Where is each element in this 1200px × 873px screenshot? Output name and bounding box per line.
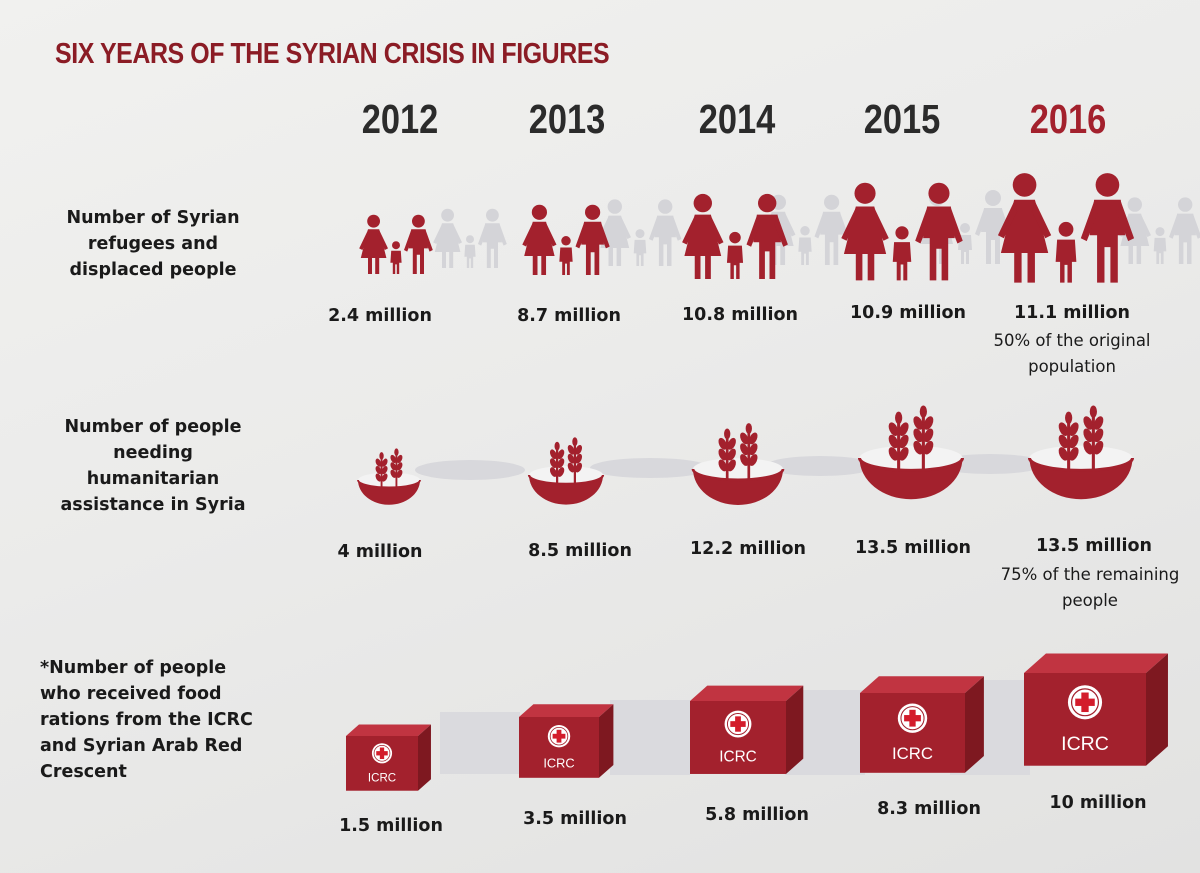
value-refugees-2014: 10.8 million [682, 305, 798, 325]
icrc-box-icon-2014: ICRC [689, 685, 804, 775]
year-2012: 2012 [361, 96, 439, 142]
row-label-food-rations: *Number of people who received food rati… [40, 658, 253, 782]
wheat-bowl-icon-2016 [1030, 405, 1133, 499]
value-food-2012: 1.5 million [339, 816, 443, 836]
icrc-box-label: ICRC [892, 744, 933, 763]
icrc-box-label: ICRC [719, 748, 757, 765]
value-food-2015: 8.3 million [877, 799, 981, 819]
wheat-bowl-icon-2015 [860, 405, 963, 499]
value-refugees-2016: 11.1 million [1014, 303, 1130, 323]
year-2016: 2016 [1029, 96, 1107, 142]
value-refugees-2015: 10.9 million [850, 303, 966, 323]
icrc-box-icon-2016: ICRC [1023, 652, 1169, 767]
note-humanitarian-2016: 75% of the remaining people [1000, 565, 1180, 610]
wheat-bowl-icon-2012 [358, 448, 420, 504]
icrc-box-icon-2015: ICRC [859, 675, 985, 774]
year-2014: 2014 [698, 96, 776, 142]
box-ghost-background [440, 680, 1030, 775]
icrc-box-label: ICRC [1061, 733, 1109, 755]
value-humanitarian-2013: 8.5 million [528, 541, 632, 561]
family-icon-2015 [841, 183, 962, 281]
value-humanitarian-2014: 12.2 million [690, 539, 806, 559]
value-refugees-2012: 2.4 million [328, 306, 432, 326]
row-label-humanitarian: Number of people needing humanitarian as… [60, 417, 246, 515]
value-refugees-2013: 8.7 million [517, 306, 621, 326]
value-humanitarian-2016: 13.5 million [1036, 536, 1152, 556]
family-icon-2014 [682, 194, 788, 279]
icrc-box-label: ICRC [543, 755, 574, 770]
year-2015: 2015 [863, 96, 941, 142]
family-icon-2016 [998, 173, 1134, 283]
row-label-refugees: Number of Syrian refugees and displaced … [66, 208, 240, 280]
icrc-box-icon-2013: ICRC [518, 703, 614, 779]
page-title: SIX YEARS OF THE SYRIAN CRISIS IN FIGURE… [55, 38, 610, 70]
value-humanitarian-2012: 4 million [337, 542, 423, 562]
icrc-box-icon-2012: ICRC [345, 724, 432, 792]
value-humanitarian-2015: 13.5 million [855, 538, 971, 558]
value-food-2014: 5.8 million [705, 805, 809, 825]
family-icon-2012 [359, 215, 433, 274]
bowl-ghost-background [415, 454, 1045, 480]
wheat-bowl-icon-2013 [529, 437, 603, 504]
icrc-box-icons: ICRC ICRC ICRC ICRC ICRC [345, 652, 1169, 792]
family-icon-2013 [522, 205, 609, 275]
year-2013: 2013 [528, 96, 606, 142]
wheat-bowl-icon-2014 [693, 423, 783, 505]
note-refugees-2016: 50% of the original population [993, 331, 1151, 376]
value-food-2013: 3.5 million [523, 809, 627, 829]
value-food-2016: 10 million [1049, 793, 1147, 813]
family-icons [359, 173, 1134, 283]
icrc-box-label: ICRC [368, 772, 396, 784]
